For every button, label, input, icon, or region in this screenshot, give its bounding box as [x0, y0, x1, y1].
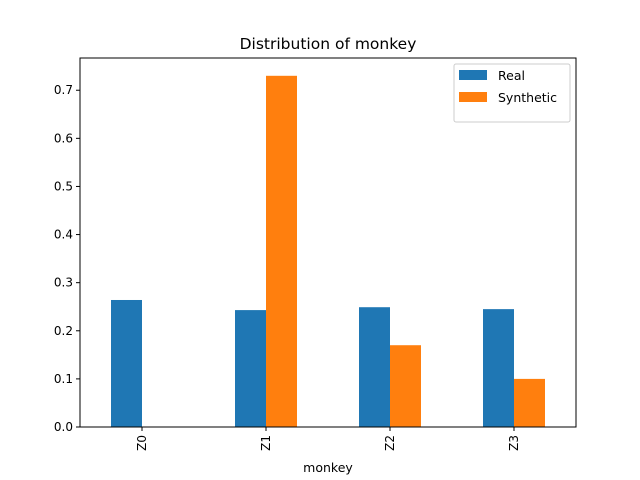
y-tick-label: 0.2: [54, 324, 73, 338]
y-tick-label: 0.6: [54, 131, 73, 145]
bar-real-z3: [483, 309, 514, 427]
y-tick-label: 0.3: [54, 276, 73, 290]
bar-synthetic-z1: [266, 75, 297, 427]
legend: Real Synthetic: [453, 63, 571, 123]
y-tick-label: 0.0: [54, 420, 73, 434]
bars-layer: [111, 75, 545, 427]
plot-frame: [79, 57, 577, 428]
y-tick-label: 0.1: [54, 372, 73, 386]
y-tick-label: 0.7: [54, 83, 73, 97]
bar-real-z2: [359, 307, 390, 427]
x-tick-label-z3: Z3: [507, 435, 521, 451]
legend-label-real: Real: [498, 68, 525, 83]
bar-real-z1: [235, 310, 266, 427]
x-tick-label-z0: Z0: [135, 435, 149, 451]
x-tick-label-z1: Z1: [259, 435, 273, 451]
x-axis-ticks: Z0 Z1 Z2 Z3: [135, 427, 521, 451]
y-axis-ticks: 0.0 0.1 0.2 0.3 0.4 0.5 0.6 0.7: [54, 83, 80, 434]
legend-swatch-synthetic: [459, 92, 487, 102]
chart-title: Distribution of monkey: [240, 35, 417, 53]
bar-synthetic-z2: [390, 345, 421, 427]
bar-real-z0: [111, 299, 142, 427]
legend-label-synthetic: Synthetic: [498, 90, 557, 105]
x-tick-label-z2: Z2: [383, 435, 397, 451]
legend-swatch-real: [459, 70, 487, 80]
y-tick-label: 0.4: [54, 228, 73, 242]
bar-synthetic-z3: [514, 378, 545, 427]
y-tick-label: 0.5: [54, 179, 73, 193]
x-axis-label: monkey: [303, 460, 353, 475]
